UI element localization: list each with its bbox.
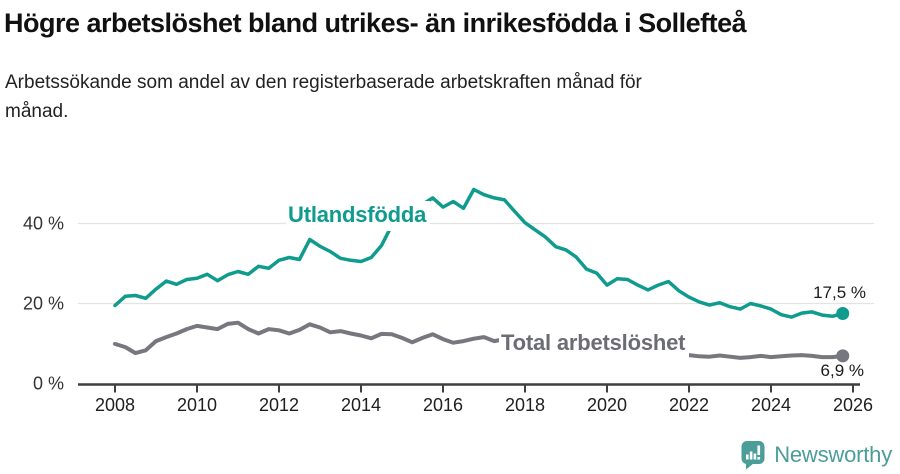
end-value-label-utlandsfodda: 17,5 % bbox=[813, 283, 866, 302]
series-label-total: Total arbetslöshet bbox=[499, 329, 690, 359]
x-tick-label: 2026 bbox=[833, 395, 873, 415]
series-end-dot-utlandsfodda bbox=[836, 307, 850, 320]
chart-subtitle: Arbetssökande som andel av den registerb… bbox=[5, 72, 642, 123]
series-end-dot-total bbox=[836, 349, 850, 363]
x-tick-label: 2008 bbox=[95, 395, 135, 415]
brand-name: Newsworthy bbox=[774, 442, 892, 467]
x-tick-label: 2010 bbox=[177, 395, 217, 415]
x-tick-label: 2018 bbox=[505, 395, 545, 415]
x-tick-label: 2014 bbox=[341, 395, 381, 415]
x-tick-label: 2024 bbox=[751, 395, 791, 415]
y-tick-label: 0 % bbox=[33, 374, 64, 394]
x-tick-label: 2022 bbox=[669, 395, 709, 415]
series-line-total bbox=[113, 320, 845, 360]
x-tick-label: 2020 bbox=[587, 395, 627, 415]
series-label-utlandsfodda: Utlandsfödda bbox=[286, 201, 431, 231]
end-value-label-total: 6,9 % bbox=[820, 361, 864, 380]
x-tick-label: 2012 bbox=[259, 395, 299, 415]
y-tick-label: 40 % bbox=[23, 214, 64, 234]
page-title: Högre arbetslöshet bland utrikes- än inr… bbox=[4, 8, 747, 38]
y-tick-label: 20 % bbox=[23, 294, 64, 314]
series-line-utlandsfodda bbox=[113, 187, 845, 319]
x-tick-label: 2016 bbox=[423, 395, 463, 415]
brand-footer: Newsworthy bbox=[740, 440, 892, 470]
newsworthy-logo-icon bbox=[741, 441, 765, 470]
